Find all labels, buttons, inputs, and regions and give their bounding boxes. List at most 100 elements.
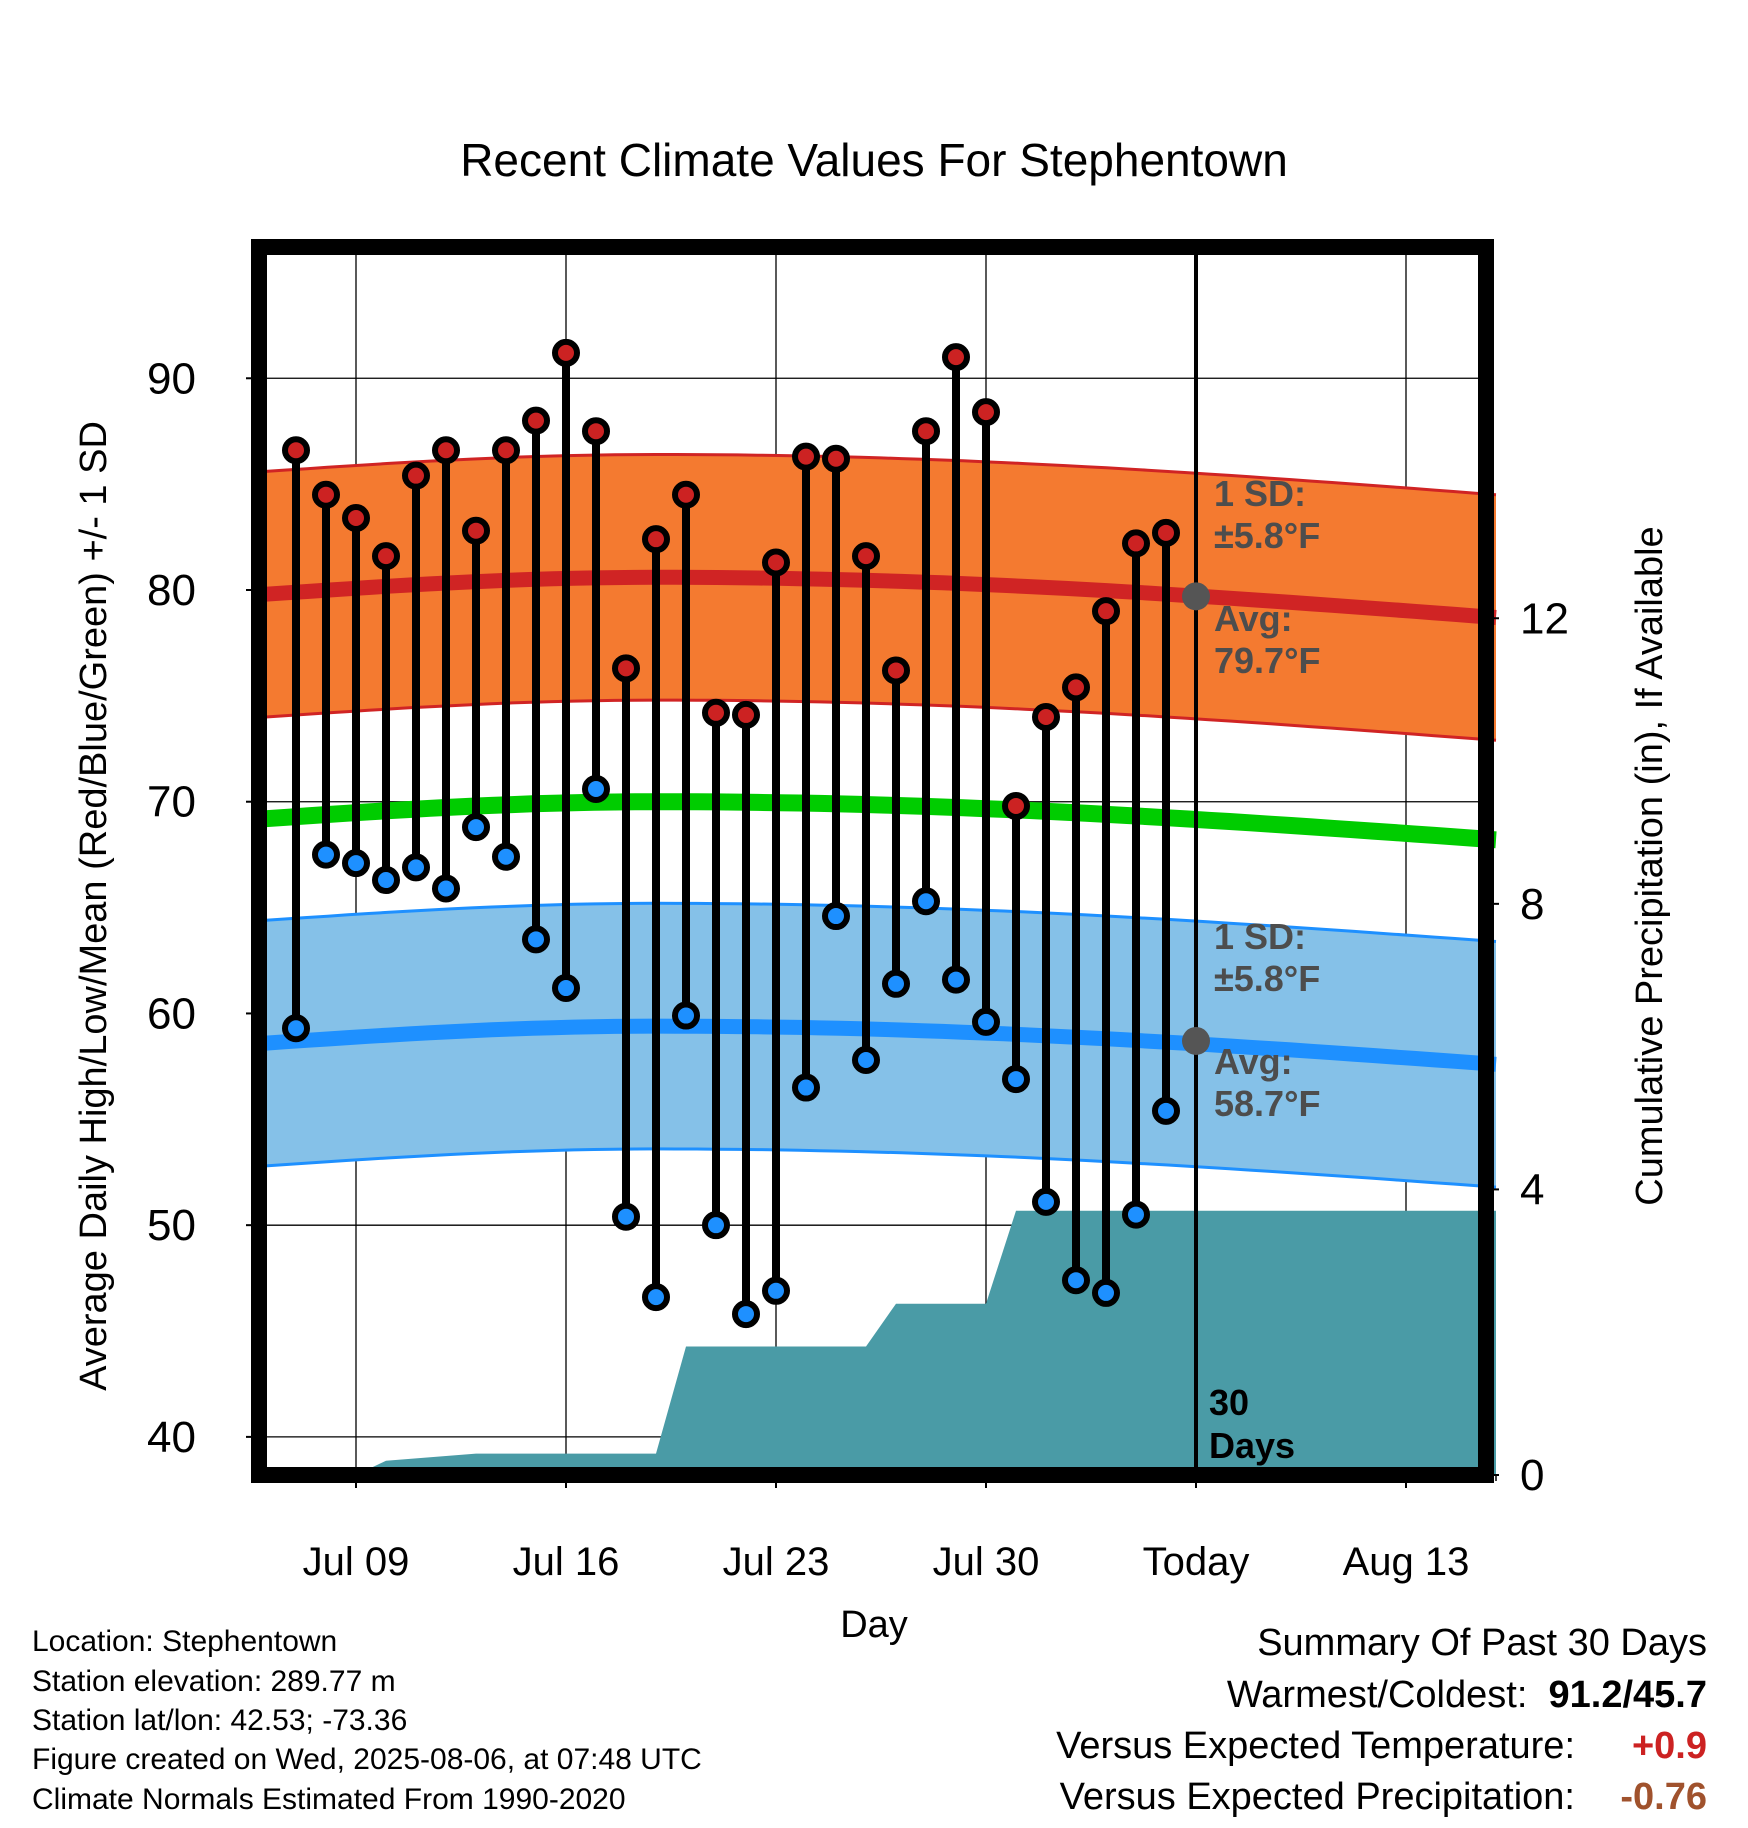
high-point — [342, 504, 370, 533]
high-normal-band-upper-edge — [265, 453, 1497, 497]
info-normals: Climate Normals Estimated From 1990-2020 — [32, 1783, 626, 1816]
days-count-label: 30 — [1209, 1382, 1249, 1423]
y-axis-label: Average Daily High/Low/Mean (Red/Blue/Gr… — [73, 421, 115, 1391]
low-point — [612, 1202, 640, 1231]
low-avg-label: Avg: — [1214, 1041, 1293, 1082]
y-tick-label: 40 — [147, 1413, 196, 1462]
low-point — [312, 840, 340, 869]
summary-warmest-label: Warmest/Coldest: — [1226, 1674, 1528, 1716]
info-latlon: Station lat/lon: 42.53; -73.36 — [32, 1704, 408, 1737]
plot-border — [251, 239, 1494, 1483]
y-tick-label: 90 — [147, 354, 196, 403]
high-point — [732, 700, 760, 729]
low-point — [1062, 1266, 1090, 1295]
high-point — [822, 444, 850, 473]
y-tick-label: 60 — [147, 989, 196, 1038]
daily-range-stems — [292, 352, 1170, 1315]
high-sd-label: 1 SD: — [1214, 473, 1306, 514]
low-point — [672, 1001, 700, 1030]
low-point — [522, 925, 550, 954]
high-normal-band — [266, 454, 1496, 741]
low-point — [852, 1046, 880, 1075]
high-point — [312, 480, 340, 509]
high-point — [402, 461, 430, 490]
x-axis: Jul 09 Jul 16 Jul 23 Jul 30 Today Aug 13 — [265, 1475, 1497, 1584]
high-point — [882, 656, 910, 685]
low-point — [882, 969, 910, 998]
low-normal-band — [266, 903, 1496, 1188]
low-point — [492, 842, 520, 871]
high-point — [552, 338, 580, 367]
y2-tick-label: 12 — [1520, 594, 1569, 643]
precipitation-area-fill — [266, 1210, 1496, 1475]
high-normal-band-lower-edge — [265, 698, 1497, 742]
high-point — [462, 516, 490, 545]
high-point — [792, 442, 820, 471]
normal-bands — [265, 453, 1497, 1189]
low-point — [912, 887, 940, 916]
high-point — [372, 542, 400, 571]
high-point — [642, 525, 670, 554]
x-axis-label: Day — [840, 1604, 908, 1646]
low-sd-value: ±5.8°F — [1214, 958, 1320, 999]
y2-tick-label: 0 — [1520, 1451, 1544, 1500]
y-tick-label: 80 — [147, 566, 196, 615]
summary-precip-row: Versus Expected Precipitation: -0.76 — [1060, 1776, 1707, 1819]
days-text-label: Days — [1209, 1425, 1295, 1466]
low-point — [942, 965, 970, 994]
low-normal-band-upper-edge — [265, 901, 1497, 943]
summary-precip-value: -0.76 — [1620, 1776, 1707, 1818]
low-point — [1122, 1200, 1150, 1229]
chart-title: Recent Climate Values For Stephentown — [460, 134, 1288, 186]
low-point — [402, 853, 430, 882]
low-avg-marker — [1182, 1026, 1210, 1055]
y-axis-left: 40 50 60 70 80 90 — [147, 271, 259, 1462]
x-tick-label: Today — [1143, 1540, 1250, 1584]
low-point — [762, 1276, 790, 1305]
low-point — [702, 1211, 730, 1240]
high-point — [942, 343, 970, 372]
low-normal-band-lower-edge — [265, 1147, 1497, 1189]
high-avg-marker — [1182, 582, 1210, 611]
high-point — [672, 480, 700, 509]
low-point — [462, 813, 490, 842]
low-point — [1152, 1096, 1180, 1125]
low-point — [822, 902, 850, 931]
summary-temp-row: Versus Expected Temperature: +0.9 — [1056, 1725, 1707, 1768]
high-avg-value: 79.7°F — [1214, 640, 1320, 681]
y2-tick-label: 8 — [1520, 880, 1544, 929]
high-point — [972, 398, 1000, 427]
low-point — [792, 1073, 820, 1102]
y-axis-right: 0 4 8 12 — [1486, 474, 1569, 1500]
high-point — [912, 417, 940, 446]
x-tick-label: Aug 13 — [1343, 1540, 1470, 1584]
low-point — [1092, 1278, 1120, 1307]
low-point — [642, 1283, 670, 1312]
low-point — [432, 874, 460, 903]
x-tick-label: Jul 23 — [723, 1540, 830, 1584]
low-point — [1032, 1187, 1060, 1216]
x-tick-label: Jul 30 — [933, 1540, 1040, 1584]
high-point — [1092, 597, 1120, 626]
precipitation-area — [266, 1210, 1496, 1475]
low-normal-line — [265, 1018, 1497, 1072]
x-tick-label: Jul 09 — [303, 1540, 410, 1584]
high-point — [612, 654, 640, 683]
y-tick-label: 70 — [147, 778, 196, 827]
high-avg-label: Avg: — [1214, 598, 1293, 639]
summary-warmest-value: 91.2/45.7 — [1548, 1674, 1707, 1716]
low-point — [342, 849, 370, 878]
x-tick-label: Jul 16 — [513, 1540, 620, 1584]
summary-title: Summary Of Past 30 Days — [1257, 1622, 1707, 1664]
low-point — [282, 1014, 310, 1043]
high-point — [1002, 791, 1030, 820]
high-point — [702, 698, 730, 727]
high-point — [1032, 703, 1060, 732]
low-point — [552, 974, 580, 1003]
high-point — [1152, 518, 1180, 547]
high-point — [282, 436, 310, 465]
y-tick-label: 50 — [147, 1201, 196, 1250]
high-point — [492, 436, 520, 465]
